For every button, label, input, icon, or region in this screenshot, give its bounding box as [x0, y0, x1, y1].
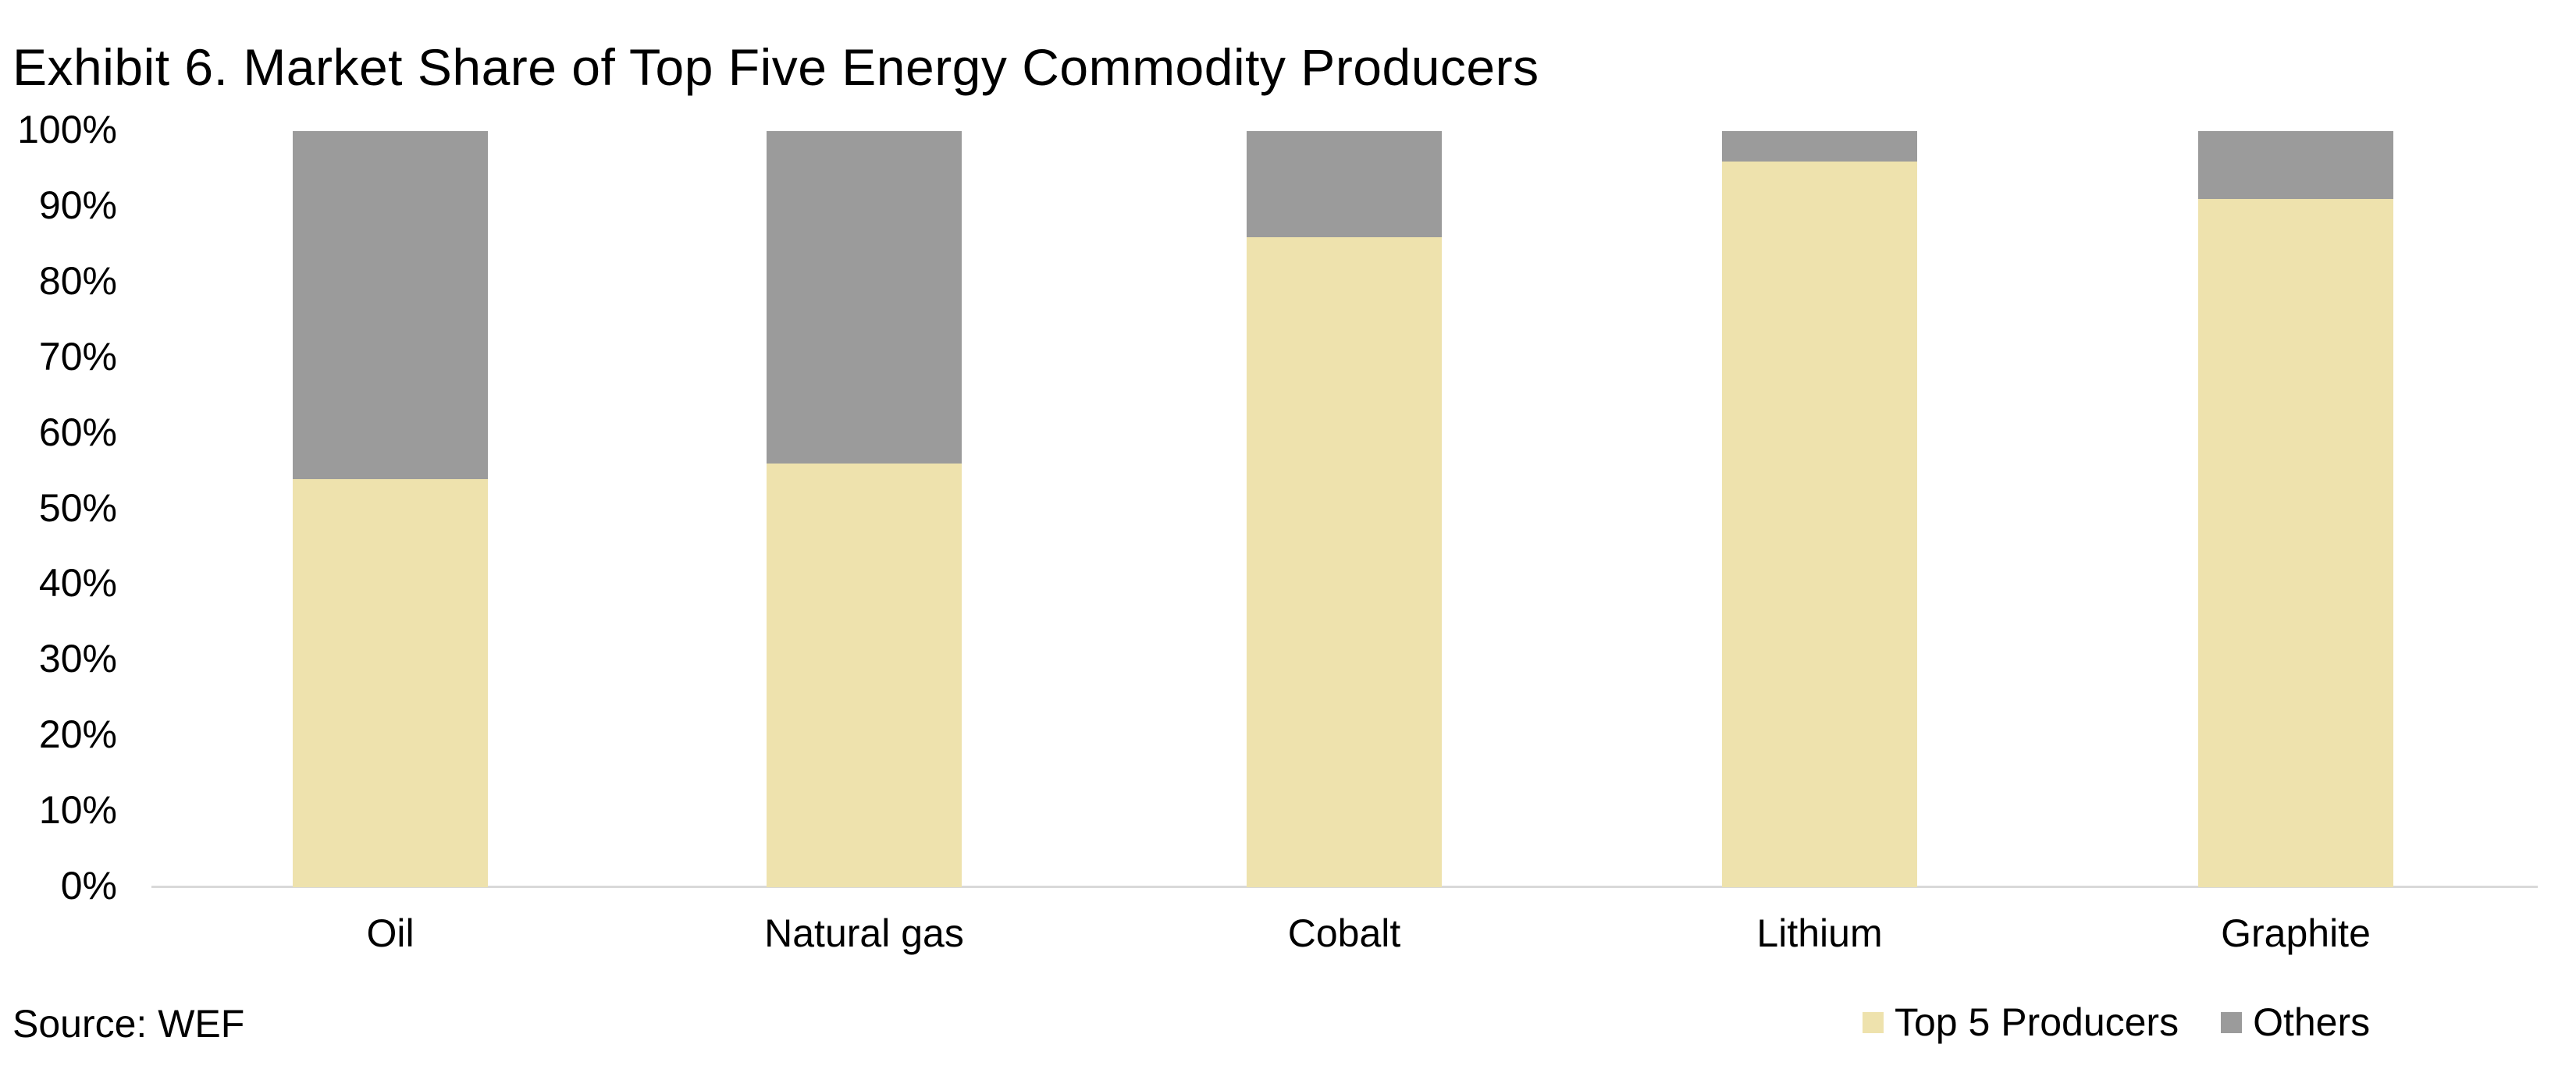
y-tick-label-40: 40%	[38, 561, 117, 606]
y-tick-label-100: 100%	[17, 108, 117, 151]
bar-segment-top-5-producers-cobalt	[1247, 237, 1442, 887]
y-tick-label-60: 60%	[38, 410, 117, 454]
chart-title: Exhibit 6. Market Share of Top Five Ener…	[12, 38, 1539, 96]
bar-cobalt	[1247, 131, 1442, 887]
y-tick-label-10: 10%	[38, 788, 117, 833]
bar-lithium	[1722, 131, 1917, 887]
y-tick-label-90: 90%	[38, 183, 117, 227]
x-category-label-natural-gas: Natural gas	[764, 911, 964, 955]
legend-swatch-top-5-producers	[1863, 1011, 1884, 1033]
legend: Top 5 Producers Others	[1863, 1002, 2370, 1043]
legend-item-others: Others	[2221, 1003, 2370, 1042]
bar-segment-others-lithium	[1722, 131, 1917, 162]
bar-segment-others-cobalt	[1247, 131, 1442, 237]
y-tick-label-30: 30%	[38, 637, 117, 681]
bar-segment-others-natural-gas	[767, 131, 962, 464]
x-category-label-oil: Oil	[366, 911, 415, 955]
bar-segment-others-oil	[293, 131, 488, 479]
bar-segment-top-5-producers-natural-gas	[767, 464, 962, 887]
x-category-label-graphite: Graphite	[2221, 911, 2371, 955]
y-tick-label-20: 20%	[38, 712, 117, 757]
x-category-label-cobalt: Cobalt	[1287, 911, 1401, 955]
y-tick-label-0: 0%	[60, 864, 117, 908]
source-note: Source: WEF	[12, 1002, 245, 1046]
y-tick-label-80: 80%	[38, 258, 117, 303]
bar-segment-top-5-producers-graphite	[2198, 199, 2393, 887]
x-category-label-lithium: Lithium	[1756, 911, 1883, 955]
bar-segment-top-5-producers-oil	[293, 479, 488, 887]
bar-segment-top-5-producers-lithium	[1722, 162, 1917, 887]
bar-segment-others-graphite	[2198, 131, 2393, 199]
legend-swatch-others	[2221, 1011, 2243, 1033]
y-tick-label-50: 50%	[38, 485, 117, 530]
bar-graphite	[2198, 131, 2393, 887]
legend-label-others: Others	[2253, 1000, 2371, 1044]
legend-item-top-5-producers: Top 5 Producers	[1863, 1003, 2179, 1042]
bar-oil	[293, 131, 488, 887]
legend-label-top-5-producers: Top 5 Producers	[1895, 1000, 2179, 1044]
y-tick-label-70: 70%	[38, 334, 117, 378]
bar-natural-gas	[767, 131, 962, 887]
